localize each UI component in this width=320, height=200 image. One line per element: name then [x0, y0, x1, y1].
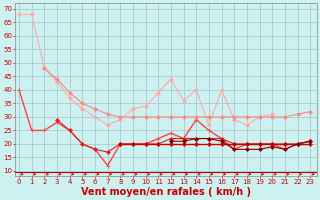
X-axis label: Vent moyen/en rafales ( km/h ): Vent moyen/en rafales ( km/h )	[81, 187, 251, 197]
